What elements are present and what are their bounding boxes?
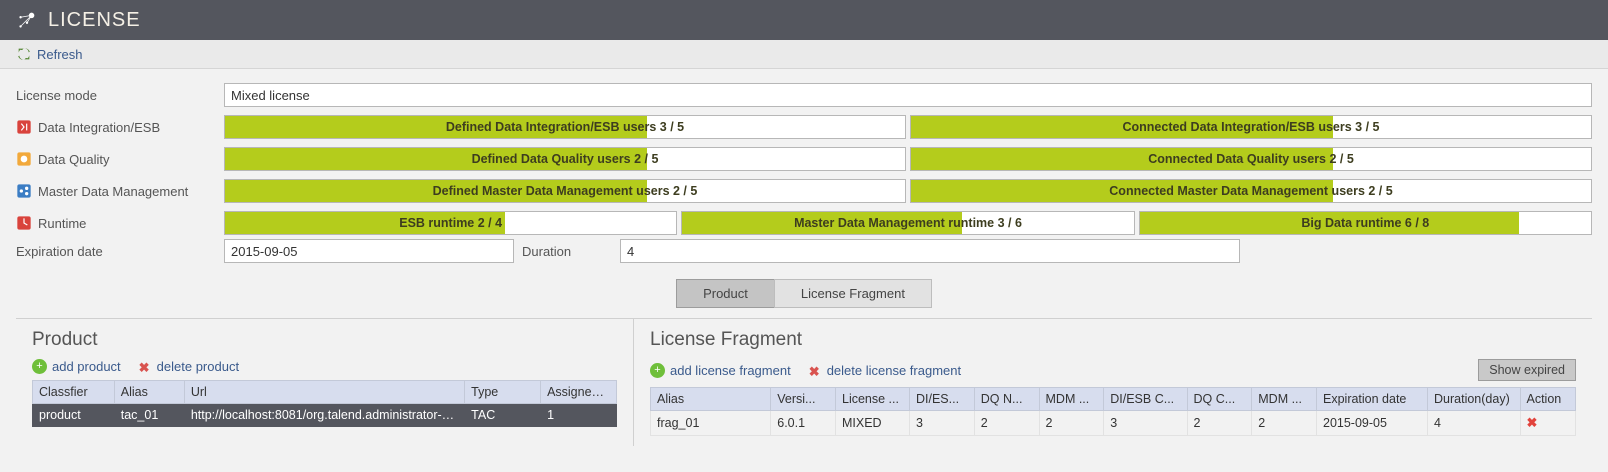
connected-mdm-bar[interactable]: Connected Master Data Management users 2… <box>910 179 1592 203</box>
refresh-label: Refresh <box>37 47 83 62</box>
main-content: License mode Data Integration/ESB Define… <box>0 69 1608 446</box>
expiry-row: Expiration date Duration <box>16 239 1592 263</box>
license-mode-input[interactable] <box>224 83 1592 107</box>
bigdata-runtime-bar[interactable]: Big Data runtime 6 / 8 <box>1139 211 1592 235</box>
tab-product[interactable]: Product <box>676 279 774 308</box>
form-label-di-esb: Data Integration/ESB <box>16 119 216 135</box>
product-panel-toolbar: + add product ✖ delete product <box>32 359 617 374</box>
duration-label: Duration <box>522 244 612 259</box>
product-panel-title: Product <box>32 329 617 351</box>
show-expired-button[interactable]: Show expired <box>1478 359 1576 381</box>
add-product-icon: + <box>32 359 47 374</box>
fragment-table[interactable]: Alias Versi... License ... DI/ES... DQ N… <box>650 387 1576 436</box>
add-license-fragment-button[interactable]: + add license fragment <box>650 363 791 378</box>
delete-product-button[interactable]: ✖ delete product <box>139 359 239 374</box>
fragment-table-header-row: Alias Versi... License ... DI/ES... DQ N… <box>651 388 1576 411</box>
form-label-dq: Data Quality <box>16 151 216 167</box>
license-mode-label: License mode <box>16 88 216 103</box>
table-row[interactable]: frag_01 6.0.1 MIXED 3 2 2 3 2 2 2015-09-… <box>651 411 1576 436</box>
fragment-panel-toolbar: + add license fragment ✖ delete license … <box>650 359 1576 381</box>
license-form: License mode Data Integration/ESB Define… <box>16 83 1592 235</box>
title-bar: LICENSE <box>0 0 1608 40</box>
add-product-button[interactable]: + add product <box>32 359 121 374</box>
defined-di-esb-bar[interactable]: Defined Data Integration/ESB users 3 / 5 <box>224 115 906 139</box>
fragment-panel: License Fragment + add license fragment … <box>634 319 1592 446</box>
delete-product-icon: ✖ <box>139 360 152 373</box>
delete-fragment-row-icon[interactable]: ✖ <box>1527 415 1538 430</box>
table-row[interactable]: product tac_01 http://localhost:8081/org… <box>33 404 617 427</box>
product-table-header-row: Classfier Alias Url Type Assigned Licens… <box>33 381 617 404</box>
runtime-bar-row: ESB runtime 2 / 4 Master Data Management… <box>224 211 1592 235</box>
tab-license-fragment[interactable]: License Fragment <box>774 279 932 308</box>
esb-runtime-bar[interactable]: ESB runtime 2 / 4 <box>224 211 677 235</box>
page-title: LICENSE <box>48 9 141 32</box>
form-label-runtime: Runtime <box>16 215 216 231</box>
connected-dq-bar[interactable]: Connected Data Quality users 2 / 5 <box>910 147 1592 171</box>
mdm-bar-row: Defined Master Data Management users 2 /… <box>224 179 1592 203</box>
product-table[interactable]: Classfier Alias Url Type Assigned Licens… <box>32 380 617 427</box>
connected-di-esb-bar[interactable]: Connected Data Integration/ESB users 3 /… <box>910 115 1592 139</box>
delete-fragment-icon: ✖ <box>809 364 822 377</box>
app-logo-icon <box>16 9 38 31</box>
defined-mdm-bar[interactable]: Defined Master Data Management users 2 /… <box>224 179 906 203</box>
refresh-icon <box>16 46 32 62</box>
tabs-row: Product License Fragment <box>16 279 1592 308</box>
form-label-mdm: Master Data Management <box>16 183 216 199</box>
di-esb-bar-row: Defined Data Integration/ESB users 3 / 5… <box>224 115 1592 139</box>
add-fragment-icon: + <box>650 363 665 378</box>
expiration-date-label: Expiration date <box>16 244 216 259</box>
mdm-icon <box>16 183 32 199</box>
fragment-panel-title: License Fragment <box>650 329 1576 351</box>
di-esb-icon <box>16 119 32 135</box>
product-panel: Product + add product ✖ delete product C… <box>16 319 634 446</box>
runtime-icon <box>16 215 32 231</box>
expiration-date-input[interactable] <box>224 239 514 263</box>
duration-input[interactable] <box>620 239 1240 263</box>
delete-license-fragment-button[interactable]: ✖ delete license fragment <box>809 363 961 378</box>
dq-icon <box>16 151 32 167</box>
panels-container: Product + add product ✖ delete product C… <box>16 318 1592 446</box>
dq-bar-row: Defined Data Quality users 2 / 5 Connect… <box>224 147 1592 171</box>
refresh-button[interactable]: Refresh <box>16 46 83 62</box>
main-toolbar: Refresh <box>0 40 1608 69</box>
defined-dq-bar[interactable]: Defined Data Quality users 2 / 5 <box>224 147 906 171</box>
mdm-runtime-bar[interactable]: Master Data Management runtime 3 / 6 <box>681 211 1134 235</box>
